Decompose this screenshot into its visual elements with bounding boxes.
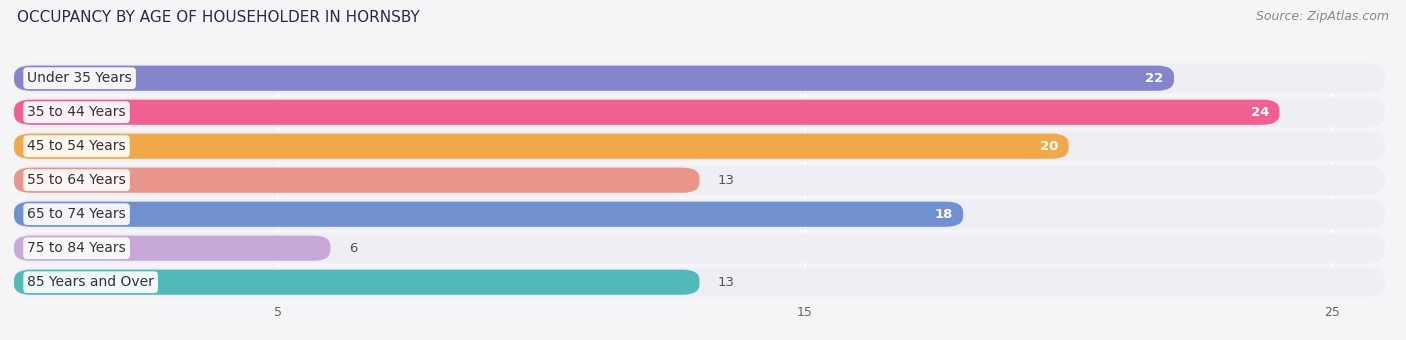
- FancyBboxPatch shape: [14, 199, 1385, 229]
- Text: 85 Years and Over: 85 Years and Over: [27, 275, 155, 289]
- FancyBboxPatch shape: [14, 100, 1279, 125]
- Text: 35 to 44 Years: 35 to 44 Years: [27, 105, 127, 119]
- FancyBboxPatch shape: [14, 165, 1385, 195]
- Text: Under 35 Years: Under 35 Years: [27, 71, 132, 85]
- FancyBboxPatch shape: [14, 131, 1385, 161]
- Text: 6: 6: [349, 242, 357, 255]
- Text: 20: 20: [1039, 140, 1059, 153]
- Text: 65 to 74 Years: 65 to 74 Years: [27, 207, 127, 221]
- Text: Source: ZipAtlas.com: Source: ZipAtlas.com: [1256, 10, 1389, 23]
- FancyBboxPatch shape: [14, 134, 1069, 159]
- FancyBboxPatch shape: [14, 236, 330, 261]
- FancyBboxPatch shape: [14, 267, 1385, 297]
- Text: 18: 18: [934, 208, 953, 221]
- FancyBboxPatch shape: [14, 97, 1385, 127]
- FancyBboxPatch shape: [14, 202, 963, 227]
- Text: 75 to 84 Years: 75 to 84 Years: [27, 241, 127, 255]
- Text: 22: 22: [1146, 72, 1164, 85]
- FancyBboxPatch shape: [14, 270, 700, 295]
- Text: OCCUPANCY BY AGE OF HOUSEHOLDER IN HORNSBY: OCCUPANCY BY AGE OF HOUSEHOLDER IN HORNS…: [17, 10, 419, 25]
- Text: 45 to 54 Years: 45 to 54 Years: [27, 139, 127, 153]
- FancyBboxPatch shape: [14, 66, 1174, 91]
- FancyBboxPatch shape: [14, 63, 1385, 93]
- Text: 13: 13: [718, 276, 735, 289]
- Text: 13: 13: [718, 174, 735, 187]
- FancyBboxPatch shape: [14, 233, 1385, 263]
- Text: 55 to 64 Years: 55 to 64 Years: [27, 173, 127, 187]
- Text: 24: 24: [1250, 106, 1270, 119]
- FancyBboxPatch shape: [14, 168, 700, 193]
